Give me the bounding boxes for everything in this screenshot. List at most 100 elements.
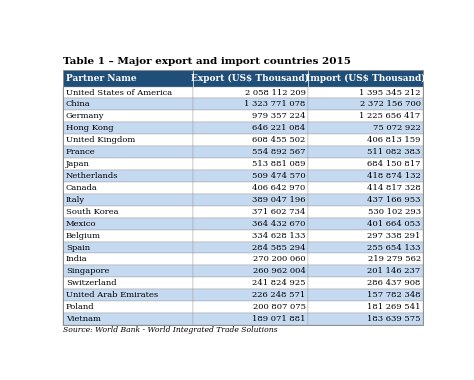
Text: 241 824 925: 241 824 925 — [252, 279, 306, 287]
Text: 1 323 771 078: 1 323 771 078 — [244, 100, 306, 108]
Bar — [308, 206, 423, 218]
Bar — [308, 146, 423, 158]
Text: Belgium: Belgium — [66, 231, 101, 240]
Text: 1 225 656 417: 1 225 656 417 — [359, 112, 421, 120]
Text: Partner Name: Partner Name — [66, 74, 137, 83]
Text: Poland: Poland — [66, 303, 94, 311]
Text: 183 639 575: 183 639 575 — [367, 315, 421, 323]
Text: 2 372 156 700: 2 372 156 700 — [360, 100, 421, 108]
Bar — [308, 218, 423, 230]
Text: 418 874 132: 418 874 132 — [367, 172, 421, 180]
Text: Hong Kong: Hong Kong — [66, 124, 113, 132]
Bar — [63, 170, 192, 182]
Text: United States of America: United States of America — [66, 89, 172, 97]
Bar — [308, 170, 423, 182]
Bar — [63, 70, 423, 325]
Text: 511 082 383: 511 082 383 — [367, 148, 421, 156]
Bar — [308, 313, 423, 325]
Bar — [63, 230, 192, 242]
Bar — [192, 194, 308, 206]
Bar — [308, 111, 423, 122]
Text: France: France — [66, 148, 95, 156]
Bar — [192, 87, 308, 98]
Bar — [308, 182, 423, 194]
Bar — [308, 289, 423, 301]
Bar — [192, 122, 308, 134]
Text: 608 455 502: 608 455 502 — [252, 136, 306, 144]
Bar — [63, 301, 192, 313]
Text: India: India — [66, 255, 88, 263]
Text: 389 047 196: 389 047 196 — [252, 196, 306, 204]
Bar — [192, 230, 308, 242]
Bar — [63, 87, 192, 98]
Text: 75 072 922: 75 072 922 — [373, 124, 421, 132]
Bar — [308, 122, 423, 134]
Text: 554 892 567: 554 892 567 — [252, 148, 306, 156]
Bar — [63, 134, 192, 146]
Bar — [308, 87, 423, 98]
Bar — [192, 146, 308, 158]
Bar — [63, 265, 192, 277]
Text: 286 437 908: 286 437 908 — [367, 279, 421, 287]
Text: China: China — [66, 100, 91, 108]
Text: 406 813 159: 406 813 159 — [367, 136, 421, 144]
Bar — [192, 253, 308, 265]
Text: 2 058 112 209: 2 058 112 209 — [245, 89, 306, 97]
Bar — [192, 218, 308, 230]
Text: 181 269 541: 181 269 541 — [367, 303, 421, 311]
Text: 530 102 293: 530 102 293 — [368, 208, 421, 216]
Bar — [192, 265, 308, 277]
Text: 200 807 075: 200 807 075 — [253, 303, 306, 311]
Text: Germany: Germany — [66, 112, 104, 120]
Bar — [192, 277, 308, 289]
Bar — [63, 146, 192, 158]
Bar — [192, 70, 308, 87]
Text: 260 962 004: 260 962 004 — [253, 268, 306, 276]
Bar — [63, 98, 192, 111]
Bar — [63, 289, 192, 301]
Text: United Arab Emirates: United Arab Emirates — [66, 291, 158, 299]
Bar — [63, 206, 192, 218]
Bar — [63, 253, 192, 265]
Bar — [192, 98, 308, 111]
Text: 297 338 291: 297 338 291 — [367, 231, 421, 240]
Bar — [308, 277, 423, 289]
Bar — [308, 242, 423, 253]
Bar — [63, 313, 192, 325]
Text: 371 602 734: 371 602 734 — [252, 208, 306, 216]
Text: 684 150 817: 684 150 817 — [367, 160, 421, 168]
Bar — [308, 158, 423, 170]
Text: Source: World Bank - World Integrated Trade Solutions: Source: World Bank - World Integrated Tr… — [63, 326, 277, 334]
Text: 437 166 953: 437 166 953 — [367, 196, 421, 204]
Bar — [308, 70, 423, 87]
Bar — [192, 206, 308, 218]
Text: 334 628 133: 334 628 133 — [252, 231, 306, 240]
Bar — [192, 170, 308, 182]
Text: Canada: Canada — [66, 184, 98, 192]
Text: Japan: Japan — [66, 160, 90, 168]
Text: 364 432 670: 364 432 670 — [252, 220, 306, 228]
Bar — [192, 182, 308, 194]
Text: Italy: Italy — [66, 196, 85, 204]
Text: Export (US$ Thousand): Export (US$ Thousand) — [191, 74, 309, 83]
Text: Netherlands: Netherlands — [66, 172, 118, 180]
Bar — [63, 122, 192, 134]
Text: 226 248 571: 226 248 571 — [252, 291, 306, 299]
Bar — [63, 277, 192, 289]
Text: 255 654 133: 255 654 133 — [367, 244, 421, 252]
Bar — [192, 158, 308, 170]
Text: Spain: Spain — [66, 244, 90, 252]
Text: Singapore: Singapore — [66, 268, 109, 276]
Bar — [63, 218, 192, 230]
Bar — [63, 158, 192, 170]
Text: 509 474 570: 509 474 570 — [252, 172, 306, 180]
Bar — [192, 289, 308, 301]
Text: 513 881 089: 513 881 089 — [252, 160, 306, 168]
Text: 189 071 881: 189 071 881 — [252, 315, 306, 323]
Bar — [192, 111, 308, 122]
Bar — [308, 98, 423, 111]
Text: Import (US$ Thousand): Import (US$ Thousand) — [306, 74, 425, 83]
Text: 401 664 053: 401 664 053 — [367, 220, 421, 228]
Bar — [192, 301, 308, 313]
Text: 406 642 970: 406 642 970 — [252, 184, 306, 192]
